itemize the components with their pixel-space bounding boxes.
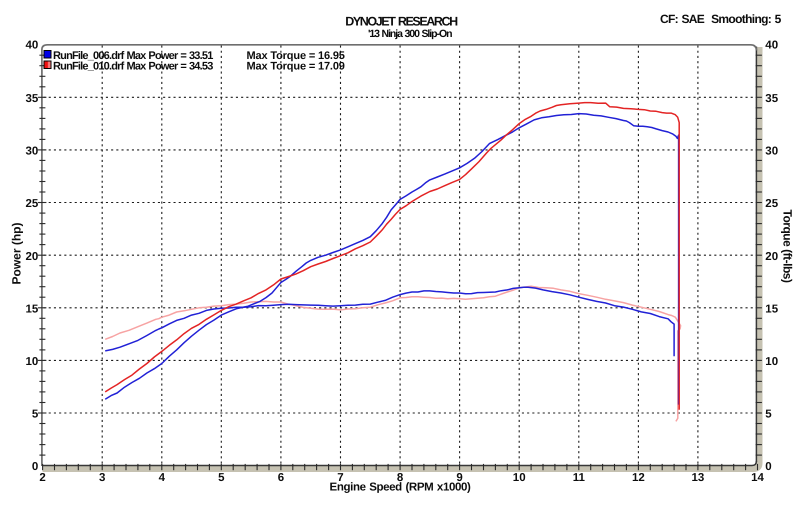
svg-text:20: 20 [26,251,39,263]
svg-text:6: 6 [278,472,284,484]
svg-text:11: 11 [573,472,586,484]
svg-text:3: 3 [99,472,105,484]
svg-text:4: 4 [159,472,166,484]
svg-text:RunFile_010.drf Max Power = 34: RunFile_010.drf Max Power = 34.53 [53,61,213,73]
svg-text:CF: SAE Smoothing: 5: CF: SAE Smoothing: 5 [660,12,782,26]
svg-text:'13 Ninja 300 Slip-On: '13 Ninja 300 Slip-On [368,28,452,40]
svg-text:Power (hp): Power (hp) [10,222,24,284]
svg-text:Torque (ft-lbs): Torque (ft-lbs) [781,210,795,283]
svg-text:2: 2 [39,472,45,484]
svg-text:13: 13 [692,472,705,484]
svg-text:0: 0 [765,461,771,473]
svg-text:RunFile_006.drf Max Power = 33: RunFile_006.drf Max Power = 33.51 [53,50,213,62]
svg-text:10: 10 [26,356,39,368]
svg-text:35: 35 [26,93,39,105]
svg-text:14: 14 [751,472,764,484]
svg-text:25: 25 [765,198,778,210]
svg-text:30: 30 [765,146,778,158]
svg-text:15: 15 [26,303,39,315]
svg-text:40: 40 [26,40,39,52]
svg-text:Max Torque = 17.09: Max Torque = 17.09 [247,61,345,73]
svg-text:20: 20 [765,251,778,263]
svg-text:12: 12 [632,472,645,484]
svg-text:9: 9 [456,472,462,484]
svg-text:Max Torque = 16.95: Max Torque = 16.95 [247,50,345,62]
svg-text:5: 5 [32,409,39,421]
svg-text:7: 7 [337,472,343,484]
svg-text:5: 5 [765,409,772,421]
svg-text:10: 10 [513,472,526,484]
svg-text:5: 5 [218,472,225,484]
svg-text:8: 8 [397,472,404,484]
svg-text:0: 0 [32,461,38,473]
svg-text:25: 25 [26,198,39,210]
svg-text:10: 10 [765,356,778,368]
svg-text:15: 15 [765,303,778,315]
svg-text:40: 40 [765,40,778,52]
svg-text:35: 35 [765,93,778,105]
svg-text:DYNOJET RESEARCH: DYNOJET RESEARCH [345,15,458,29]
svg-text:Engine Speed (RPM x1000): Engine Speed (RPM x1000) [330,482,471,494]
svg-text:30: 30 [26,146,39,158]
